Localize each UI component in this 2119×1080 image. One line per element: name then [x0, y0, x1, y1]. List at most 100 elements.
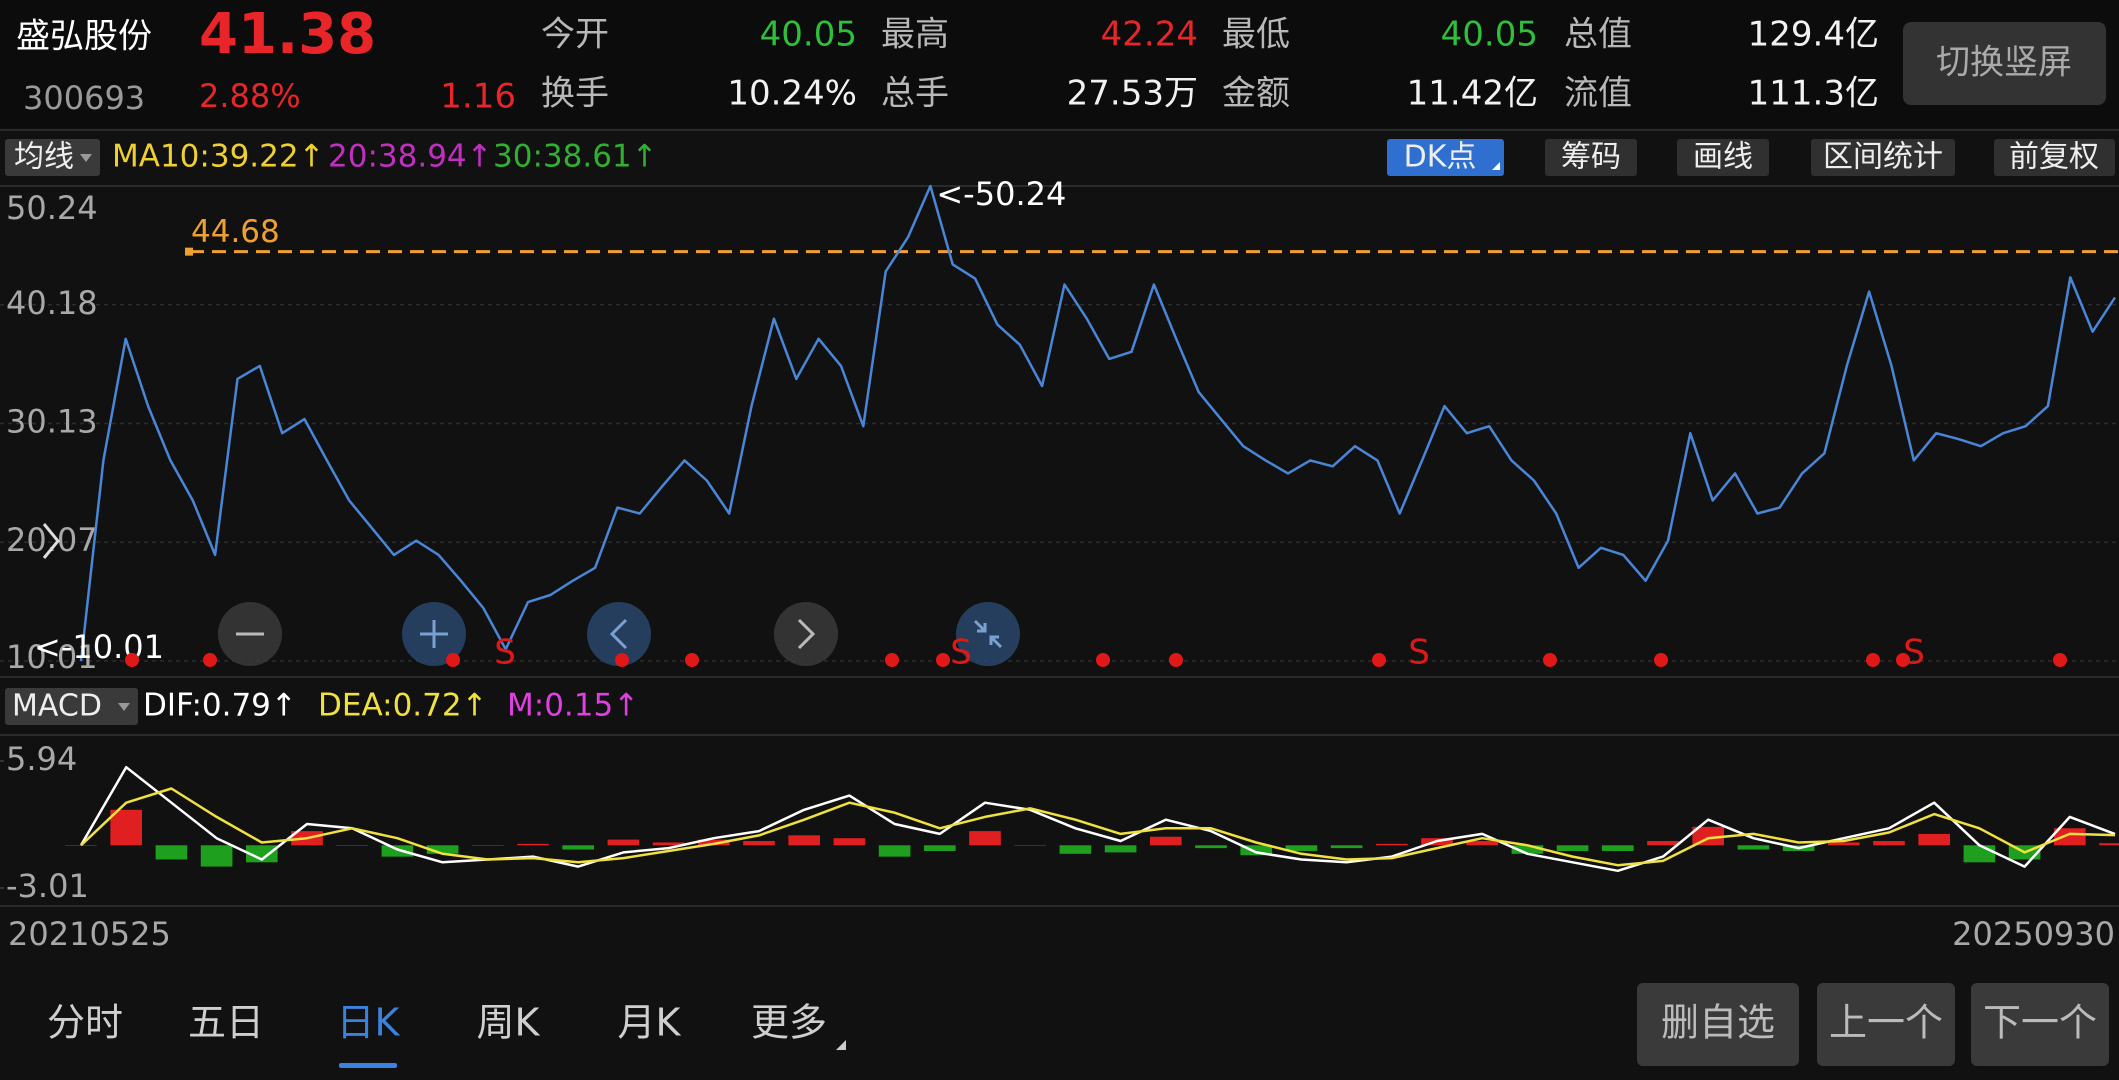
change: 1.16	[440, 77, 516, 117]
toolbar-button[interactable]	[1387, 139, 1504, 176]
icon	[973, 619, 1003, 649]
ref-label: 44.68	[191, 214, 280, 250]
tab[interactable]: 更多	[751, 1001, 827, 1045]
field-value: 10.24%	[727, 74, 857, 114]
footer-button[interactable]	[1971, 983, 2109, 1066]
signal-dot	[615, 653, 629, 667]
orientation-button-label[interactable]: 切换竖屏	[1936, 43, 2072, 83]
field-label: 流值	[1564, 74, 1632, 114]
tab[interactable]: 分时	[47, 1001, 123, 1045]
orientation-button[interactable]	[1903, 22, 2106, 105]
macd-bar	[1873, 841, 1905, 846]
sub-indicator-label[interactable]: MACD	[12, 689, 102, 724]
field-value: 111.3亿	[1748, 74, 1879, 114]
field-value: 42.24	[1101, 15, 1198, 55]
field-value: 129.4亿	[1748, 15, 1879, 55]
signal-dot	[936, 653, 950, 667]
toolbar-button[interactable]	[1994, 139, 2115, 176]
macd-line	[80, 787, 2116, 867]
y-tick-label: -3.01	[6, 867, 89, 905]
macd-bar	[1737, 845, 1770, 850]
footer-button-label[interactable]: 下一个	[1983, 1001, 2097, 1045]
macd-bar	[652, 842, 685, 846]
tab-active[interactable]: 日K	[337, 1001, 401, 1045]
signal-dot	[685, 653, 699, 667]
toolbar-button-label[interactable]: 筹码	[1561, 140, 1621, 175]
field-value: 40.05	[1441, 15, 1538, 55]
signal-dots	[125, 653, 2067, 667]
more-caret	[836, 1040, 846, 1050]
y-tick-label: 50.24	[6, 189, 98, 227]
field-value: 27.53万	[1067, 74, 1198, 114]
signal-dot	[1896, 653, 1910, 667]
footer-button[interactable]	[1637, 983, 1799, 1066]
field-value: 40.05	[760, 15, 857, 55]
x-tick-label: 20210525	[8, 915, 171, 953]
reset-zoom[interactable]	[956, 602, 1020, 666]
macd-bar	[1827, 842, 1860, 846]
toolbar-button[interactable]	[1677, 139, 1769, 176]
macd-bar	[517, 843, 549, 846]
y-tick-label: 5.94	[6, 740, 77, 778]
macd-bar	[471, 845, 504, 846]
toolbar-button[interactable]	[1545, 139, 1637, 176]
footer-button-label[interactable]: 删自选	[1661, 1001, 1775, 1045]
scroll-left[interactable]	[587, 602, 651, 666]
macd-bar	[923, 845, 956, 851]
macd-bar	[1104, 845, 1137, 853]
signal-dot	[125, 653, 139, 667]
y-tick-label: 20.07	[6, 521, 98, 559]
signal-label: S	[1408, 633, 1430, 673]
ma10: MA10:39.22↑	[112, 139, 325, 175]
tab-underline	[339, 1063, 397, 1068]
macd-bar	[1963, 845, 1996, 863]
macd-bar	[381, 845, 414, 857]
macd-bar	[1285, 845, 1318, 851]
macd-bar	[1692, 826, 1725, 846]
tab[interactable]: 月K	[618, 1001, 682, 1045]
macd-bar	[1511, 845, 1544, 854]
field-label: 金额	[1222, 74, 1290, 114]
macd-bar	[2099, 843, 2119, 846]
field-value: 11.42亿	[1407, 74, 1538, 114]
macd-bar	[1556, 845, 1589, 851]
signal-label: S	[1903, 633, 1925, 673]
scroll-right[interactable]	[774, 602, 838, 666]
signal-dot	[1866, 653, 1880, 667]
macd-bar	[1240, 845, 1273, 856]
toolbar-button-label[interactable]: 画线	[1693, 140, 1753, 175]
stock-name: 盛弘股份	[16, 17, 152, 57]
macd-bar	[200, 845, 233, 867]
footer-button-label[interactable]: 上一个	[1829, 1001, 1943, 1045]
indicator-label[interactable]: 均线	[14, 140, 74, 175]
toolbar-button[interactable]	[1811, 139, 1955, 176]
button-corner	[1492, 162, 1500, 170]
toolbar-button-label[interactable]: 区间统计	[1823, 140, 1943, 175]
toolbar-button-label[interactable]: DK点	[1404, 140, 1477, 175]
y-tick-label: 40.18	[6, 284, 98, 322]
change-pct: 2.88%	[199, 77, 301, 115]
macd-bar	[1601, 845, 1634, 851]
footer-button[interactable]	[1817, 983, 1955, 1066]
price-line	[79, 184, 2117, 662]
tab[interactable]: 五日	[188, 1001, 264, 1045]
ma20: 20:38.94↑	[328, 139, 493, 175]
dif-legend: DIF:0.79↑	[143, 688, 297, 724]
max-label: <-50.24	[936, 175, 1066, 213]
macd-bar	[788, 835, 821, 846]
stock-code: 300693	[23, 79, 145, 117]
sub-indicator-select[interactable]	[5, 688, 138, 725]
m-legend: M:0.15↑	[507, 688, 639, 724]
macd-bar	[562, 845, 595, 850]
macd-bar	[833, 838, 866, 846]
tab[interactable]: 周K	[477, 1001, 541, 1045]
toolbar-button-label[interactable]: 前复权	[2009, 140, 2099, 175]
signal-dot	[446, 653, 460, 667]
expand-arrow[interactable]	[42, 523, 60, 559]
indicator-select[interactable]	[5, 139, 100, 176]
field-label: 最高	[881, 15, 949, 55]
macd-bar	[607, 839, 640, 846]
macd-bar	[1918, 833, 1951, 846]
macd-bar	[1059, 845, 1092, 854]
